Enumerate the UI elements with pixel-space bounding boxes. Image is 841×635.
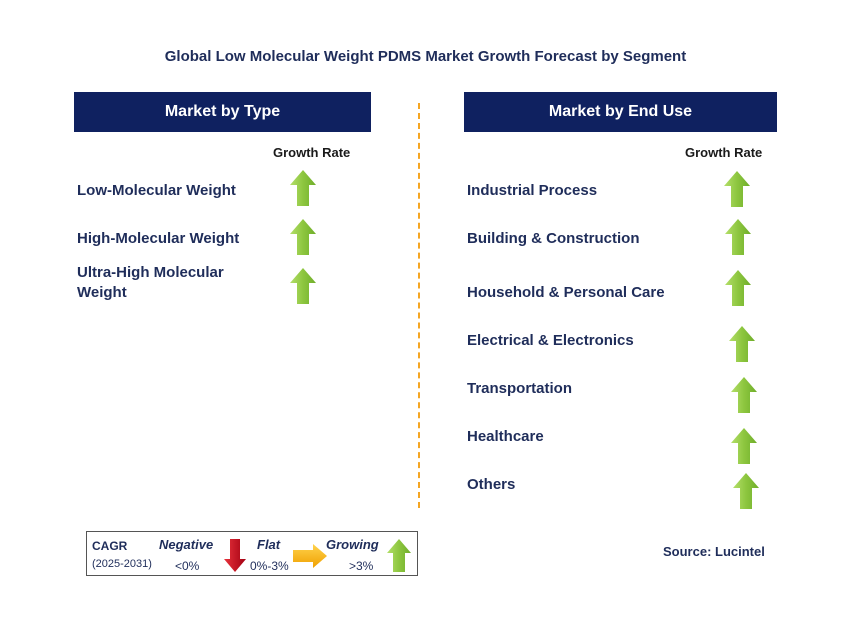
segment-ultra-high-molecular-weight: Ultra-High Molecular Weight xyxy=(77,264,224,301)
segment-household-personal-care: Household & Personal Care xyxy=(467,284,665,301)
chart-title: Global Low Molecular Weight PDMS Market … xyxy=(164,48,687,65)
growing-arrow-icon xyxy=(725,219,751,255)
flat-arrow-icon xyxy=(293,544,327,568)
panel-divider xyxy=(418,103,420,508)
growing-arrow-icon xyxy=(387,539,411,572)
right-panel-header: Market by End Use xyxy=(464,92,777,132)
legend-negative-range: <0% xyxy=(175,559,200,573)
legend-growing-range: >3% xyxy=(349,559,374,573)
negative-arrow-icon xyxy=(224,539,246,572)
segment-industrial-process: Industrial Process xyxy=(467,182,598,199)
left-growth-rate-label: Growth Rate xyxy=(273,145,351,160)
left-panel-header: Market by Type xyxy=(74,92,371,132)
cagr-legend: CAGR (2025-2031) Negative <0% Flat 0%-3%… xyxy=(86,531,418,576)
source-label: Source: Lucintel xyxy=(663,544,765,559)
segment-electrical-electronics: Electrical & Electronics xyxy=(467,332,634,349)
legend-flat-label: Flat xyxy=(257,537,281,552)
segment-high-molecular-weight: High-Molecular Weight xyxy=(77,230,240,247)
growing-arrow-icon xyxy=(290,268,316,304)
legend-flat-range: 0%-3% xyxy=(250,559,289,573)
segment-healthcare: Healthcare xyxy=(467,428,544,445)
growing-arrow-icon xyxy=(290,170,316,206)
growing-arrow-icon xyxy=(290,219,316,255)
growing-arrow-icon xyxy=(725,270,751,306)
legend-cagr-label: CAGR xyxy=(92,539,128,553)
legend-period: (2025-2031) xyxy=(92,558,152,570)
growing-arrow-icon xyxy=(729,326,755,362)
right-growth-rate-label: Growth Rate xyxy=(685,145,763,160)
growing-arrow-icon xyxy=(733,473,759,509)
growing-arrow-icon xyxy=(731,377,757,413)
segment-low-molecular-weight: Low-Molecular Weight xyxy=(77,182,236,199)
legend-negative-label: Negative xyxy=(159,537,214,552)
legend-growing-label: Growing xyxy=(326,537,379,552)
segment-building-construction: Building & Construction xyxy=(467,230,640,247)
growing-arrow-icon xyxy=(731,428,757,464)
segment-others: Others xyxy=(467,476,516,493)
growing-arrow-icon xyxy=(724,171,750,207)
segment-transportation: Transportation xyxy=(467,380,573,397)
